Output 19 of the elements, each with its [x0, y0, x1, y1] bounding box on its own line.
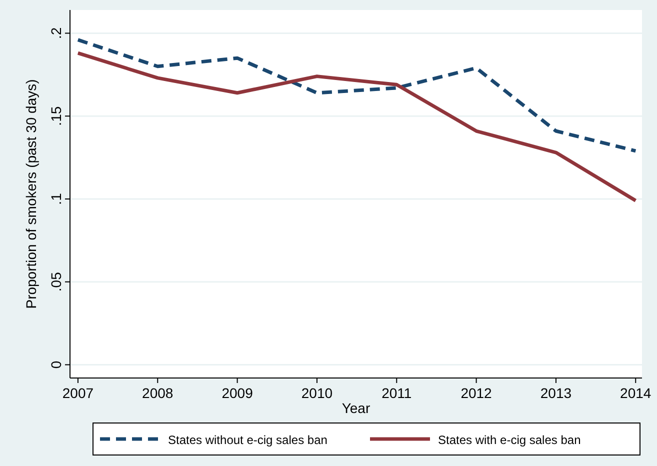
y-tick-label: 0 — [48, 360, 64, 369]
x-tick-label: 2013 — [540, 385, 572, 401]
x-tick-label: 2009 — [222, 385, 254, 401]
x-tick-label: 2014 — [620, 385, 652, 401]
y-tick-label: .1 — [48, 192, 64, 205]
x-tick-label: 2008 — [142, 385, 174, 401]
x-tick-label: 2012 — [460, 385, 492, 401]
line-series — [76, 38, 638, 153]
x-tick-label: 2010 — [301, 385, 333, 401]
legend-label: States with e-cig sales ban — [438, 433, 581, 447]
x-tick-label: 2007 — [62, 385, 94, 401]
legend-label: States without e-cig sales ban — [168, 433, 328, 447]
line-series — [76, 51, 638, 202]
y-axis-title: Proportion of smokers (past 30 days) — [23, 79, 39, 309]
y-tick-label: .15 — [48, 106, 64, 126]
x-tick-label: 2011 — [382, 385, 412, 401]
y-tick-label: .2 — [48, 27, 64, 40]
x-axis-title: Year — [342, 400, 370, 416]
y-tick-label: .05 — [48, 272, 64, 292]
